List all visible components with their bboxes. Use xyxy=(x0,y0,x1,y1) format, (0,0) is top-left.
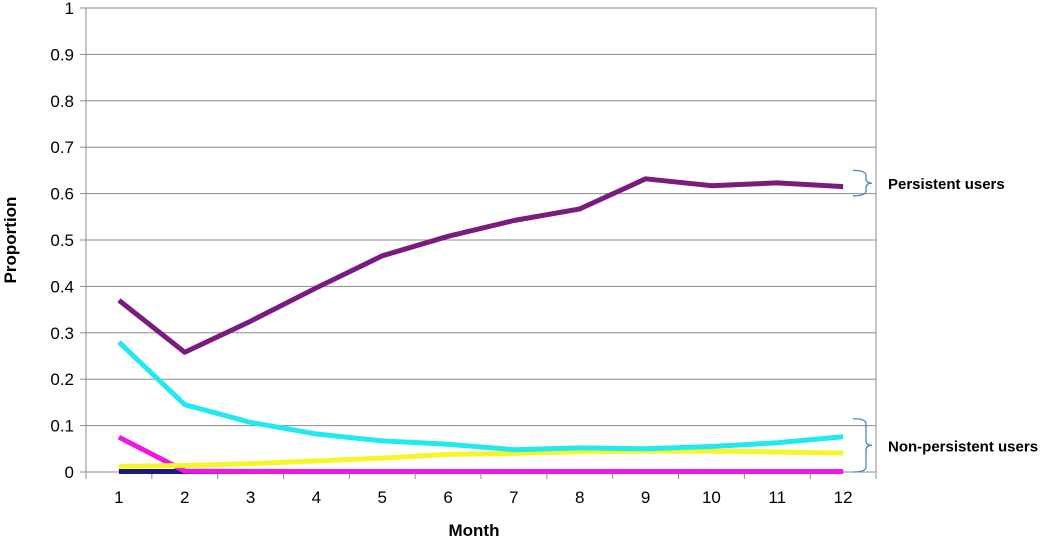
annotations: Persistent users Non-persistent users xyxy=(852,169,1038,473)
series-line-4 xyxy=(117,434,844,474)
y-tick-label: 0.2 xyxy=(50,370,74,389)
x-tick-label: 7 xyxy=(509,488,518,507)
y-tick-label: 0 xyxy=(65,463,74,482)
x-tick-label: 3 xyxy=(246,488,255,507)
y-tick-label: 0.3 xyxy=(50,324,74,343)
x-tick-label: 2 xyxy=(180,488,189,507)
y-tick-label: 0.4 xyxy=(50,277,74,296)
x-tick-label: 6 xyxy=(443,488,452,507)
x-tick-label: 4 xyxy=(312,488,321,507)
x-tick-label: 9 xyxy=(641,488,650,507)
series-line-1 xyxy=(117,176,844,355)
annotation-bracket xyxy=(852,169,873,197)
gridlines xyxy=(86,7,876,473)
x-axis-ticks: 1 2 3 4 5 6 7 8 9 10 11 12 xyxy=(85,472,877,507)
series-line-2 xyxy=(117,340,844,453)
y-tick-label: 0.8 xyxy=(50,92,74,111)
y-tick-label: 0.5 xyxy=(50,231,74,250)
series-line-3 xyxy=(118,448,844,469)
y-tick-label: 1 xyxy=(65,0,74,18)
annotation-label: Persistent users xyxy=(888,176,1005,193)
x-tick-label: 10 xyxy=(702,488,721,507)
x-tick-label: 12 xyxy=(834,488,853,507)
y-tick-label: 0.1 xyxy=(50,417,74,436)
x-tick-label: 8 xyxy=(575,488,584,507)
annotation-label: Non-persistent users xyxy=(888,438,1038,455)
annotation-bracket xyxy=(852,417,873,473)
y-axis-title: Proportion xyxy=(1,197,20,284)
x-axis-title: Month xyxy=(449,521,500,540)
x-tick-label: 5 xyxy=(378,488,387,507)
y-tick-label: 0.9 xyxy=(50,45,74,64)
x-tick-label: 11 xyxy=(768,488,786,507)
y-tick-label: 0.7 xyxy=(50,138,74,157)
y-tick-label: 0.6 xyxy=(50,185,74,204)
x-tick-label: 1 xyxy=(114,488,123,507)
series-lines xyxy=(117,176,844,474)
y-axis-ticks: 0 0.1 0.2 0.3 0.4 0.5 0.6 0.7 0.8 0.9 1 xyxy=(50,0,86,482)
